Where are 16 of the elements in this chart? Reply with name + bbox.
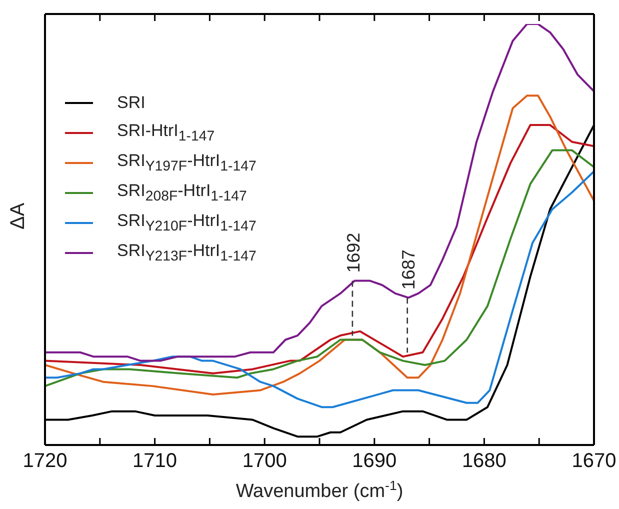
- y-axis-title: ΔA: [7, 202, 30, 230]
- x-tick-label: 1670: [572, 450, 616, 472]
- x-tick-label: 1690: [352, 450, 397, 472]
- x-tick-label: 1700: [242, 450, 287, 472]
- annotation: 1692: [343, 232, 364, 273]
- legend-label: SRI$_{Y213F}$-HtrI$_{1-147}$: [117, 241, 256, 265]
- x-tick-label: 1710: [132, 450, 178, 472]
- x-axis-title: Wavenumber (cm$^{-1}$): [236, 478, 404, 502]
- legend-label: SRI-HtrI$_{1-147}$: [117, 121, 215, 145]
- x-tick-label: 1680: [462, 450, 506, 472]
- legend-label: SRI$_{Y210F}$-HtrI$_{1-147}$: [117, 211, 256, 235]
- legend-label: SRI$_{Y197F}$-HtrI$_{1-147}$: [117, 151, 256, 175]
- x-tick-label: 1720: [22, 450, 68, 472]
- annotation: 1687: [398, 250, 418, 290]
- legend-label: SRI$_{208F}$-HtrI$_{1-147}$: [117, 181, 247, 205]
- legend-label: SRI: [117, 93, 146, 113]
